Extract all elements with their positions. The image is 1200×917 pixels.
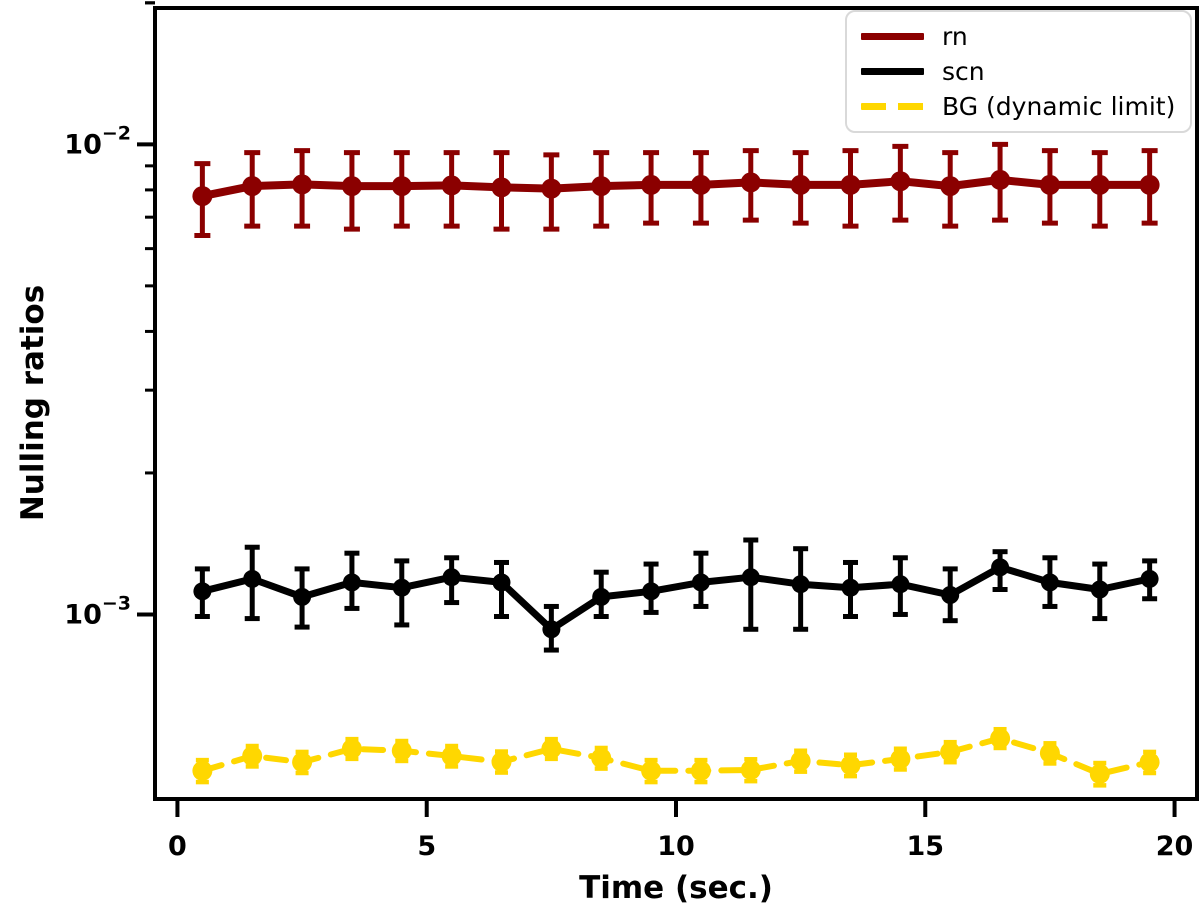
legend-line-sample-rn [861,33,924,40]
data-point-marker-rn [541,178,562,199]
data-point-marker-scn [1090,580,1109,599]
data-point-marker-scn [791,575,810,594]
data-point-marker-rn [641,174,662,195]
x-tick-label: 10 [657,831,695,862]
series-line-scn [198,563,1154,633]
data-point-marker-bg-dynamic-limit- [1039,743,1060,764]
data-point-marker-scn [193,582,212,601]
x-tick-label: 20 [1156,831,1194,862]
data-point-marker-bg-dynamic-limit- [292,752,313,773]
data-point-marker-rn [1039,174,1060,195]
data-point-marker-scn [342,573,361,592]
data-point-marker-bg-dynamic-limit- [1089,763,1110,784]
data-point-marker-bg-dynamic-limit- [940,741,961,762]
data-point-marker-bg-dynamic-limit- [491,751,512,772]
data-point-marker-scn [392,578,411,597]
data-point-marker-scn [293,587,312,606]
data-point-marker-scn [492,573,511,592]
data-point-marker-rn [790,174,811,195]
data-point-marker-bg-dynamic-limit- [790,750,811,771]
data-point-marker-rn [391,176,412,197]
data-point-marker-rn [1089,174,1110,195]
data-point-marker-bg-dynamic-limit- [890,748,911,769]
data-point-marker-scn [592,587,611,606]
plot-border [153,6,1199,801]
data-point-marker-rn [990,169,1011,190]
x-tick-label: 5 [417,831,436,862]
data-point-marker-scn [642,582,661,601]
y-tick-label: 10−3 [64,592,131,630]
data-point-marker-scn [841,578,860,597]
data-point-marker-rn [890,171,911,192]
data-point-marker-rn [292,174,313,195]
legend-entry-scn: scn [861,59,1180,84]
data-point-marker-scn [1040,573,1059,592]
data-point-marker-rn [441,175,462,196]
data-point-marker-rn [192,186,213,207]
legend: rn scn BG (dynamic limit) [845,10,1192,133]
data-point-marker-scn [741,568,760,587]
data-point-marker-bg-dynamic-limit- [641,760,662,781]
data-point-marker-rn [591,176,612,197]
data-point-marker-scn [542,620,561,639]
data-point-marker-scn [691,573,710,592]
data-point-marker-bg-dynamic-limit- [840,755,861,776]
data-point-marker-bg-dynamic-limit- [740,759,761,780]
data-point-marker-rn [690,174,711,195]
legend-label-scn: scn [942,57,985,86]
data-point-marker-rn [491,177,512,198]
data-point-marker-bg-dynamic-limit- [990,728,1011,749]
data-point-marker-scn [442,568,461,587]
x-axis-title: Time (sec.) [579,870,773,906]
data-point-marker-bg-dynamic-limit- [242,746,263,766]
legend-line-sample-bg [861,103,924,110]
data-point-marker-bg-dynamic-limit- [441,746,462,766]
data-point-marker-bg-dynamic-limit- [690,760,711,781]
data-point-marker-rn [1139,174,1160,195]
x-tick-label: 0 [168,831,187,862]
data-point-marker-rn [242,176,263,197]
data-point-marker-scn [991,558,1010,577]
data-point-marker-scn [243,569,262,588]
data-point-marker-scn [941,586,960,604]
data-point-marker-bg-dynamic-limit- [541,738,562,759]
legend-entry-bg: BG (dynamic limit) [861,94,1180,119]
y-tick-label: 10−2 [64,122,131,160]
x-tick-label: 15 [906,831,944,862]
legend-label-bg: BG (dynamic limit) [942,92,1176,121]
data-point-marker-rn [341,176,362,197]
data-point-marker-rn [940,176,961,197]
legend-entry-rn: rn [861,24,1180,49]
data-point-marker-scn [891,575,910,594]
data-point-marker-bg-dynamic-limit- [391,740,412,761]
data-point-marker-rn [740,172,761,193]
data-point-marker-bg-dynamic-limit- [192,760,213,781]
data-point-marker-bg-dynamic-limit- [591,748,612,768]
data-point-marker-bg-dynamic-limit- [1139,752,1160,773]
data-point-marker-rn [840,174,861,195]
legend-label-rn: rn [942,22,968,51]
data-point-marker-scn [1140,569,1159,588]
legend-line-sample-scn [861,68,924,75]
y-axis-title: Nulling ratios [15,284,51,522]
data-point-marker-bg-dynamic-limit- [341,738,362,759]
